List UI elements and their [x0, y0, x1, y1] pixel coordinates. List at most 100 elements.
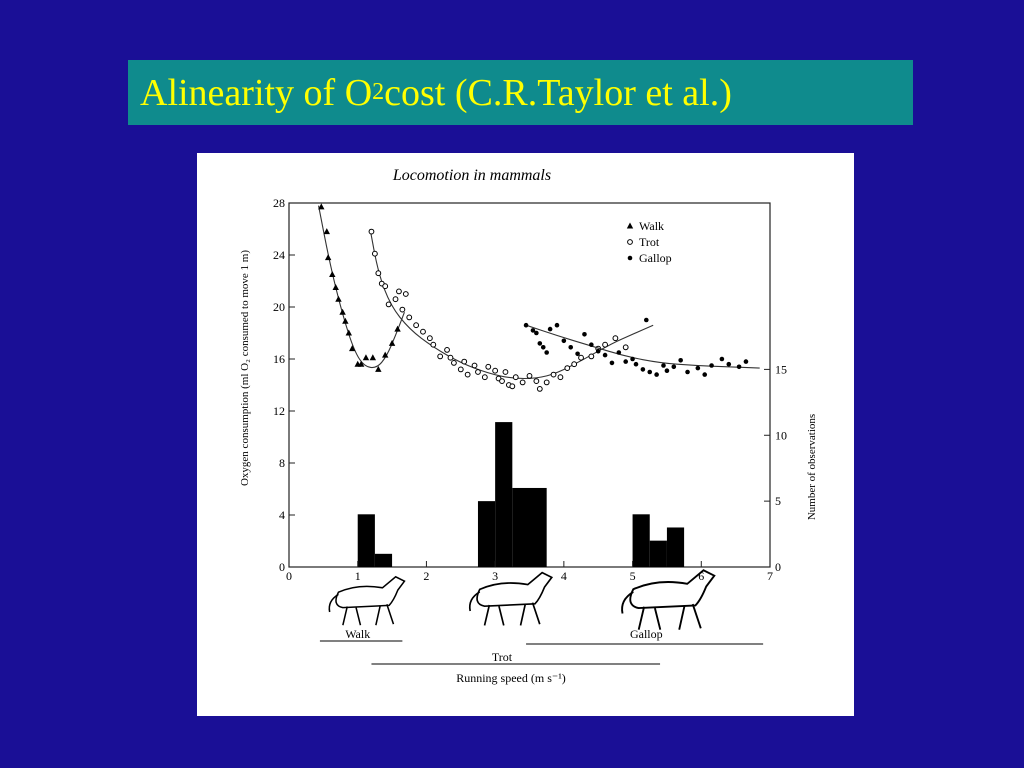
- gallop-point: [595, 348, 601, 354]
- trot-point: [481, 374, 488, 381]
- chart-title: Locomotion in mammals: [392, 167, 551, 184]
- trot-point: [578, 354, 584, 361]
- gallop-curve: [525, 324, 760, 369]
- trot-point: [451, 360, 457, 366]
- trot-point: [447, 354, 454, 361]
- x-axis-label: Running speed (m s⁻¹): [456, 671, 566, 685]
- walk-point: [318, 203, 325, 210]
- y2-tick-label: 15: [775, 362, 787, 376]
- gallop-point: [647, 369, 653, 375]
- gallop-point: [702, 372, 708, 377]
- x-tick-label: 7: [767, 569, 773, 583]
- trot-range-label: Trot: [492, 650, 513, 664]
- trot-point: [461, 358, 468, 365]
- y-tick-label: 28: [273, 196, 285, 210]
- y2-tick-label: 10: [775, 428, 787, 442]
- gallop-point: [523, 322, 529, 328]
- trot-point: [526, 373, 533, 379]
- horse-trot-image: [468, 571, 554, 626]
- gallop-range-label: Gallop: [630, 627, 663, 641]
- gallop-point: [661, 363, 666, 368]
- trot-point: [385, 301, 392, 308]
- gallop-point: [627, 255, 633, 261]
- trot-point: [399, 306, 406, 313]
- x-tick-label: 6: [698, 569, 704, 583]
- trot-point: [509, 383, 516, 390]
- trot-point: [612, 335, 619, 342]
- walk-point: [345, 329, 352, 336]
- gallop-point: [568, 345, 574, 350]
- trot-point: [564, 365, 571, 372]
- horse-walk-image: [328, 575, 406, 626]
- gallop-point: [561, 338, 567, 344]
- gallop-point: [671, 364, 677, 370]
- figure-panel: Locomotion in mammals Oxygen consumption…: [197, 153, 854, 716]
- trot-point: [588, 353, 595, 360]
- gallop-point: [534, 330, 539, 336]
- trot-point: [392, 296, 399, 303]
- trot-point: [437, 353, 444, 360]
- x-tick-label: 0: [286, 569, 292, 583]
- gallop-point: [547, 326, 553, 332]
- gallop-point: [736, 364, 742, 370]
- x-tick-label: 4: [561, 569, 567, 583]
- slide-title-subscript: 2: [372, 79, 385, 105]
- trot-point: [627, 239, 633, 245]
- y-tick-label: 4: [279, 508, 285, 522]
- y2-axis-label: Number of observations: [806, 414, 818, 520]
- locomotion-chart: Locomotion in mammals Oxygen consumption…: [239, 167, 818, 685]
- trot-point: [371, 250, 378, 257]
- walk-point: [357, 360, 365, 367]
- histogram-bar: [357, 514, 375, 567]
- walk-point: [369, 354, 377, 361]
- trot-point: [471, 362, 478, 369]
- trot-point: [571, 361, 578, 368]
- x-tick-label: 1: [355, 569, 361, 583]
- gallop-point: [709, 363, 714, 368]
- trot-point: [396, 288, 402, 295]
- trot-point: [413, 322, 420, 329]
- trot-point: [420, 328, 426, 335]
- histogram-bar: [666, 527, 685, 567]
- walk-point: [362, 354, 370, 361]
- trot-point: [426, 335, 433, 342]
- gallop-point: [554, 322, 560, 328]
- gallop-point: [726, 361, 732, 367]
- trot-point: [519, 379, 526, 386]
- gallop-point: [616, 350, 622, 355]
- trot-point: [382, 283, 389, 290]
- trot-point: [464, 371, 471, 378]
- x-tick-label: 2: [423, 569, 429, 583]
- walk-point: [349, 345, 356, 352]
- y-axis-label: Oxygen consumption (ml O₂ consumed to mo…: [239, 250, 251, 486]
- trot-curve: [369, 228, 654, 380]
- walk-point: [332, 284, 339, 290]
- legend-label: Trot: [639, 235, 660, 249]
- slide-title-main: Alinearity of O: [140, 71, 373, 114]
- y-tick-label: 12: [273, 404, 285, 418]
- gallop-point: [540, 345, 546, 350]
- gallop-point: [719, 356, 725, 362]
- trot-point: [536, 386, 543, 392]
- histogram-bar: [649, 540, 667, 567]
- trot-point: [622, 344, 629, 351]
- y2-tick-label: 5: [775, 494, 781, 508]
- walk-point: [388, 339, 396, 346]
- trot-point: [492, 367, 499, 374]
- gallop-point: [602, 352, 608, 358]
- gallop-point: [644, 317, 649, 323]
- histogram-bar: [374, 553, 393, 567]
- legend-label: Walk: [639, 219, 664, 233]
- gallop-point: [743, 359, 749, 364]
- trot-point: [475, 369, 481, 375]
- walk-point: [626, 222, 634, 229]
- x-tick-label: 5: [630, 569, 636, 583]
- trot-point: [406, 314, 413, 321]
- walk-point: [329, 271, 336, 277]
- y2-tick-label: 0: [775, 560, 781, 574]
- trot-point: [368, 228, 375, 235]
- trot-point: [402, 291, 409, 297]
- trot-point: [502, 369, 509, 375]
- trot-point: [430, 341, 437, 348]
